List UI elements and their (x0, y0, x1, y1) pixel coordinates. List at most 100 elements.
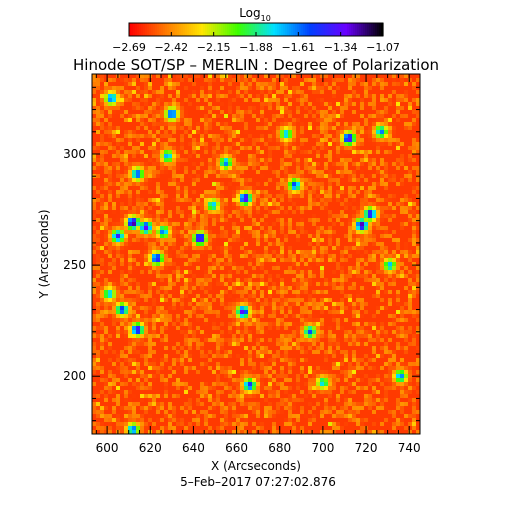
heatmap-cell (324, 234, 328, 238)
heatmap-cell (308, 186, 312, 190)
heatmap-cell (364, 230, 368, 234)
heatmap-cell (116, 78, 120, 82)
heatmap-cell (176, 90, 180, 94)
heatmap-cell (136, 150, 140, 154)
heatmap-cell (308, 118, 312, 122)
heatmap-cell (348, 166, 352, 170)
heatmap-cell (320, 258, 324, 262)
heatmap-cell (412, 302, 416, 306)
heatmap-cell (112, 234, 116, 238)
heatmap-cell (252, 142, 256, 146)
heatmap-cell (288, 302, 292, 306)
heatmap-cell (188, 126, 192, 130)
heatmap-cell (244, 166, 248, 170)
heatmap-cell (116, 158, 120, 162)
heatmap-cell (308, 106, 312, 110)
heatmap-cell (116, 194, 120, 198)
heatmap-cell (264, 246, 268, 250)
heatmap-cell (184, 218, 188, 222)
heatmap-cell (240, 130, 244, 134)
heatmap-cell (332, 170, 336, 174)
heatmap-cell (168, 282, 172, 286)
heatmap-cell (388, 142, 392, 146)
heatmap-cell (396, 242, 400, 246)
heatmap-cell (336, 154, 340, 158)
heatmap-cell (268, 254, 272, 258)
heatmap-cell (136, 234, 140, 238)
heatmap-cell (296, 118, 300, 122)
heatmap-cell (156, 198, 160, 202)
heatmap-cell (404, 238, 408, 242)
colorbar-tick-label: −2.69 (112, 41, 146, 54)
heatmap-cell (144, 78, 148, 82)
heatmap-cell (116, 306, 120, 310)
heatmap-cell (176, 306, 180, 310)
heatmap-cell (128, 138, 132, 142)
heatmap-cell (304, 210, 308, 214)
heatmap-cell (368, 114, 372, 118)
heatmap-cell (184, 266, 188, 270)
heatmap-cell (340, 254, 344, 258)
heatmap-cell (188, 258, 192, 262)
heatmap-cell (132, 282, 136, 286)
heatmap-cell (416, 278, 420, 282)
heatmap-cell (148, 166, 152, 170)
heatmap-cell (160, 222, 164, 226)
heatmap-cell (180, 294, 184, 298)
heatmap-cell (392, 130, 396, 134)
heatmap-cell (136, 298, 140, 302)
heatmap-cell (412, 90, 416, 94)
heatmap-cell (184, 162, 188, 166)
heatmap-cell (168, 166, 172, 170)
heatmap-cell (328, 86, 332, 90)
heatmap-cell (132, 258, 136, 262)
heatmap-cell (216, 194, 220, 198)
colorbar-stripe (285, 23, 288, 36)
heatmap-cell (196, 138, 200, 142)
heatmap-cell (372, 86, 376, 90)
heatmap-cell (388, 210, 392, 214)
heatmap-cell (368, 134, 372, 138)
heatmap-cell (168, 134, 172, 138)
heatmap-cell (124, 98, 128, 102)
heatmap-cell (140, 282, 144, 286)
heatmap-cell (348, 106, 352, 110)
heatmap-cell (316, 106, 320, 110)
heatmap-cell (128, 230, 132, 234)
heatmap-cell (408, 142, 412, 146)
heatmap-cell (272, 298, 276, 302)
heatmap-cell (148, 186, 152, 190)
heatmap-cell (324, 230, 328, 234)
heatmap-cell (128, 98, 132, 102)
heatmap-cell (192, 278, 196, 282)
heatmap-cell (112, 198, 116, 202)
heatmap-cell (252, 298, 256, 302)
heatmap-cell (204, 202, 208, 206)
heatmap-cell (224, 182, 228, 186)
heatmap-cell (240, 182, 244, 186)
heatmap-cell (324, 166, 328, 170)
heatmap-cell (364, 206, 368, 210)
heatmap-cell (396, 270, 400, 274)
heatmap-cell (312, 74, 316, 78)
heatmap-cell (240, 270, 244, 274)
heatmap-cell (336, 194, 340, 198)
heatmap-cell (172, 226, 176, 230)
heatmap-cell (280, 110, 284, 114)
heatmap-cell (344, 118, 348, 122)
heatmap-cell (388, 154, 392, 158)
heatmap-cell (280, 98, 284, 102)
heatmap-cell (336, 82, 340, 86)
heatmap-cell (212, 126, 216, 130)
heatmap-cell (268, 230, 272, 234)
heatmap-cell (352, 86, 356, 90)
heatmap-cell (164, 178, 168, 182)
heatmap-cell (236, 98, 240, 102)
heatmap-cell (384, 114, 388, 118)
heatmap-cell (200, 186, 204, 190)
heatmap-cell (396, 86, 400, 90)
heatmap-cell (128, 234, 132, 238)
colorbar-tick-label: −1.61 (281, 41, 315, 54)
heatmap-cell (124, 294, 128, 298)
colorbar-stripe (219, 23, 222, 36)
